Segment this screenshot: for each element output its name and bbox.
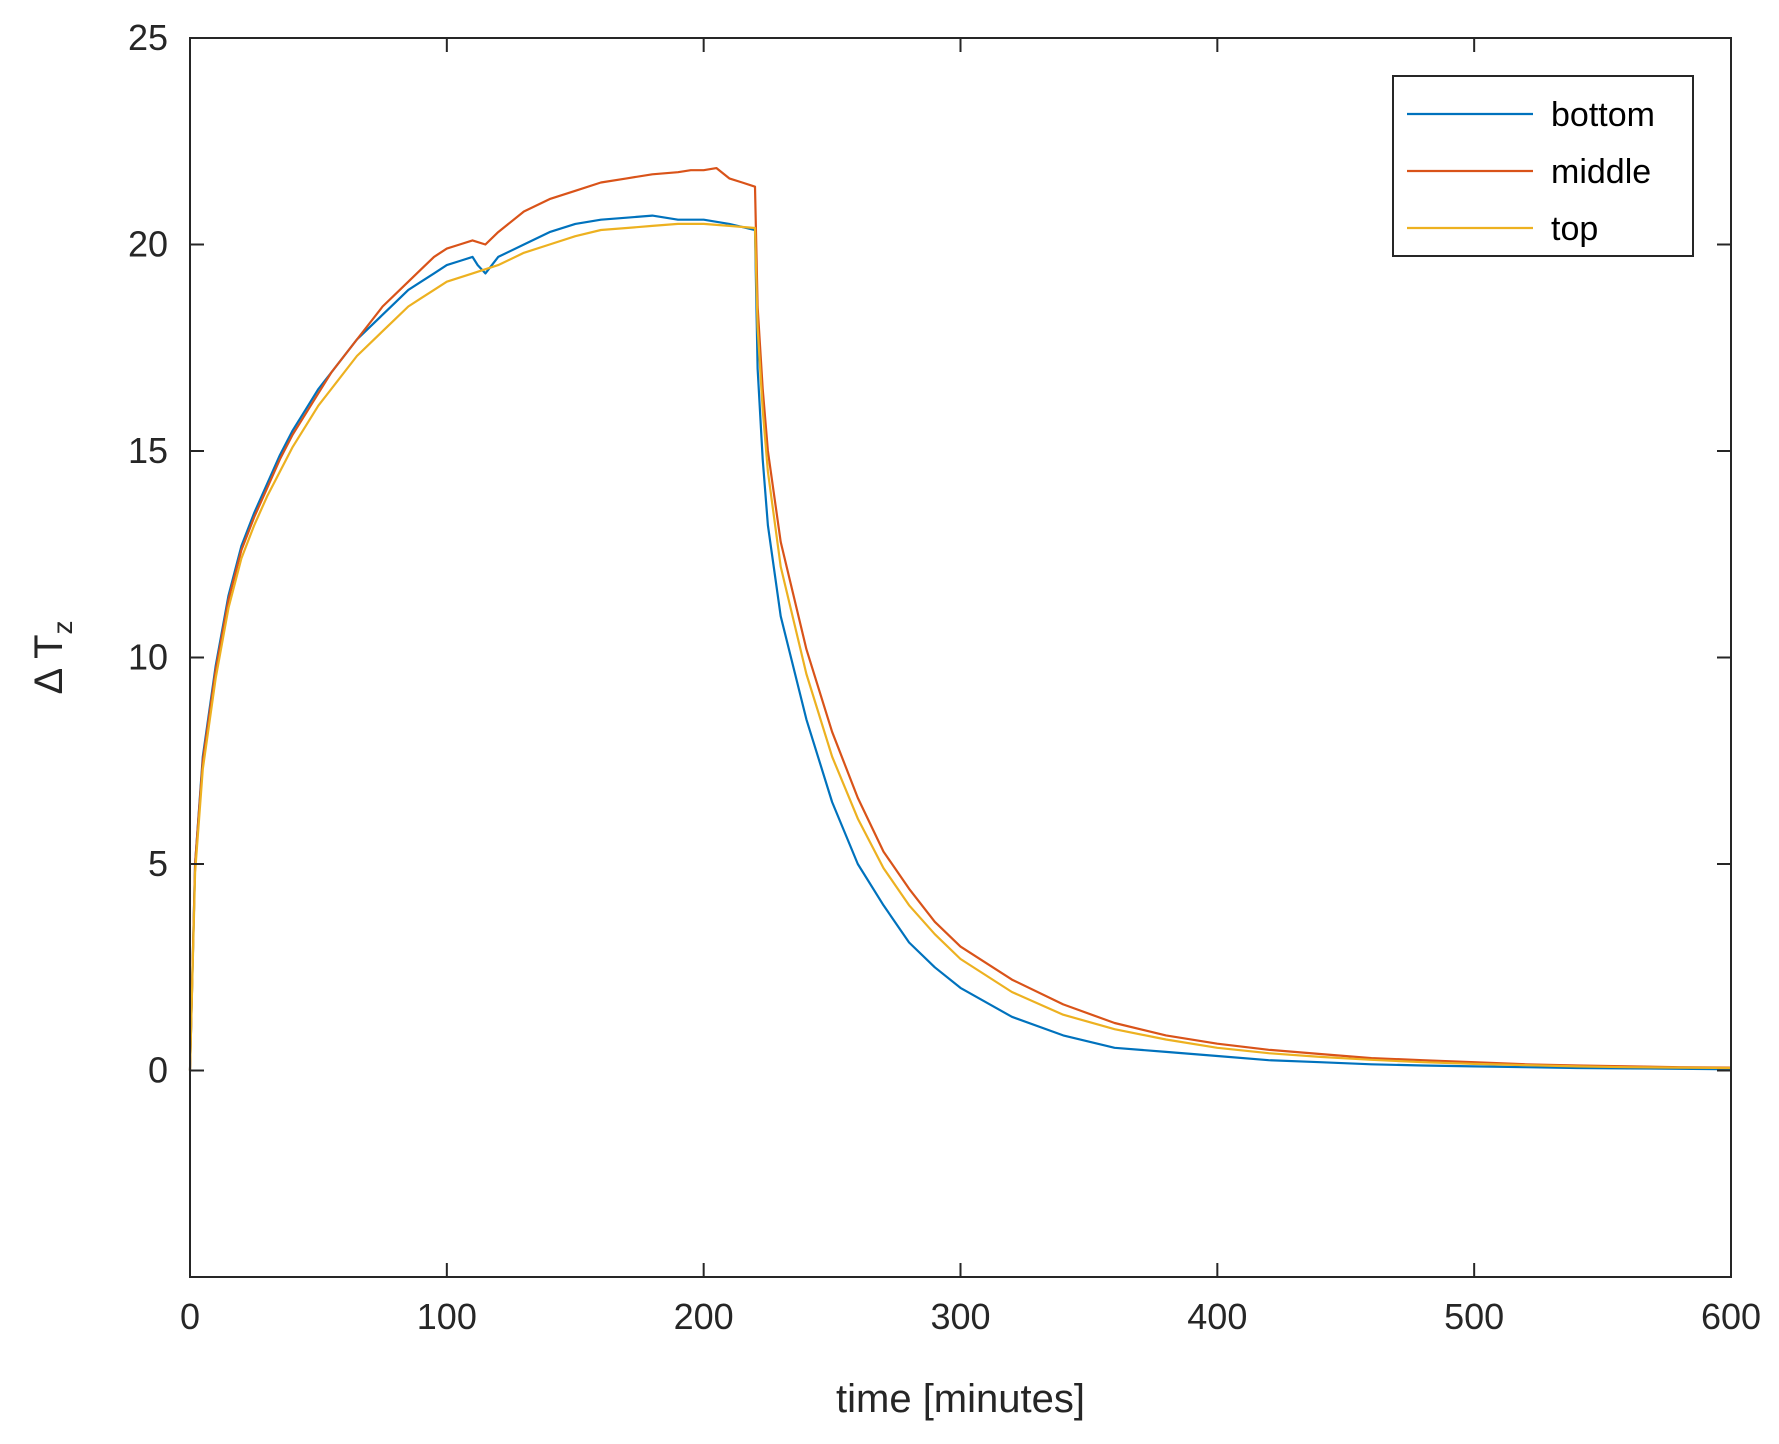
y-tick-label: 25 <box>128 17 168 58</box>
y-tick-label: 0 <box>148 1050 168 1091</box>
y-axis-label: Δ Tz <box>27 620 78 694</box>
y-tick-label: 15 <box>128 430 168 471</box>
legend-label-bottom: bottom <box>1551 96 1655 134</box>
x-axis-label: time [minutes] <box>836 1377 1085 1421</box>
series-line-bottom <box>188 214 1732 1071</box>
x-tick-label: 300 <box>930 1296 990 1337</box>
series-line-middle <box>188 167 1732 1071</box>
y-tick-label: 5 <box>148 843 168 884</box>
series-layer <box>188 167 1732 1071</box>
x-tick-label: 0 <box>180 1296 200 1337</box>
legend-label-top: top <box>1551 210 1598 248</box>
series-line-top <box>188 222 1732 1071</box>
x-tick-label: 200 <box>674 1296 734 1337</box>
legend-label-middle: middle <box>1551 153 1651 191</box>
x-tick-label: 600 <box>1701 1296 1761 1337</box>
y-tick-label: 10 <box>128 637 168 678</box>
legend: bottom middle top <box>1392 75 1694 257</box>
x-tick-label: 500 <box>1444 1296 1504 1337</box>
axis-ticks: 0 100 200 300 400 500 600 0 5 10 15 20 25 <box>128 17 1761 1337</box>
x-tick-label: 100 <box>417 1296 477 1337</box>
y-tick-label: 20 <box>128 224 168 265</box>
y-axis-label-symbol: Δ T <box>27 634 71 694</box>
legend-box <box>1392 75 1694 257</box>
y-axis-label-subscript: z <box>47 620 78 634</box>
x-tick-label: 400 <box>1187 1296 1247 1337</box>
